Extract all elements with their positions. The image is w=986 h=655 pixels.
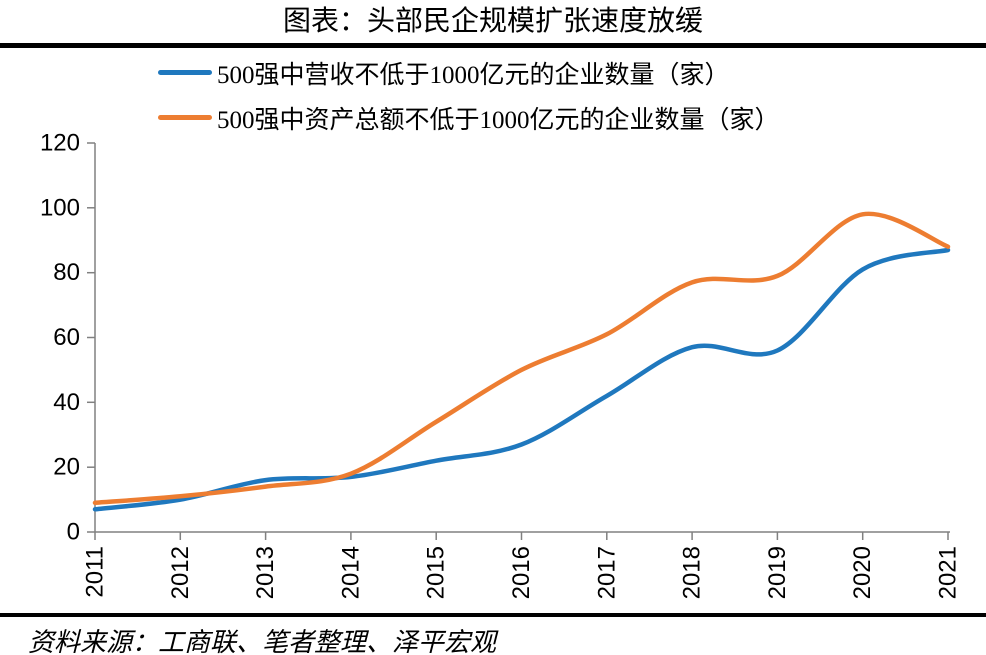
x-tick-label: 2015 [423, 546, 450, 599]
y-tick-label: 120 [40, 130, 80, 157]
legend-item-assets: 500强中资产总额不低于1000亿元的企业数量（家） [158, 101, 780, 134]
series-line-revenue [92, 247, 951, 512]
x-tick-label: 2020 [849, 546, 876, 599]
x-tick-label: 2017 [593, 546, 620, 599]
x-tick-label: 2013 [252, 546, 279, 599]
top-divider [0, 43, 986, 48]
chart-title: 图表：头部民企规模扩张速度放缓 [282, 6, 703, 37]
y-tick-label: 20 [53, 454, 80, 481]
x-tick-label: 2019 [764, 546, 791, 599]
x-tick-label: 2011 [82, 546, 109, 598]
series-line-assets [92, 211, 951, 506]
x-tick-label: 2018 [679, 546, 706, 599]
x-tick-label: 2021 [935, 546, 962, 599]
y-tick-label: 40 [53, 389, 80, 416]
legend-item-revenue: 500强中营收不低于1000亿元的企业数量（家） [158, 56, 780, 89]
legend-swatch-assets-line [158, 115, 212, 120]
x-tick-label: 2014 [337, 546, 364, 599]
x-tick-label: 2012 [167, 546, 194, 599]
y-tick-label: 100 [40, 194, 80, 221]
legend-swatch-revenue-line [158, 70, 212, 75]
source-note: 资料来源：工商联、笔者整理、泽平宏观 [28, 628, 497, 655]
legend-label-revenue: 500强中营收不低于1000亿元的企业数量（家） [217, 61, 730, 89]
x-tick-label: 2016 [508, 546, 535, 599]
y-tick-label: 80 [53, 259, 80, 286]
y-tick-label: 0 [67, 519, 80, 546]
legend-label-assets: 500强中资产总额不低于1000亿元的企业数量（家） [217, 106, 780, 134]
y-tick-label: 60 [53, 324, 80, 351]
x-axis-ticks-and-labels: 2011 2012 2013 2014 2015 2016 2017 2018 2019 2020… [82, 532, 962, 599]
y-axis-ticks-and-labels: 0 20 40 60 80 100 120 [40, 130, 95, 546]
bottom-divider [0, 613, 986, 617]
legend: 500强中营收不低于1000亿元的企业数量（家） 500强中资产总额不低于100… [158, 56, 780, 146]
